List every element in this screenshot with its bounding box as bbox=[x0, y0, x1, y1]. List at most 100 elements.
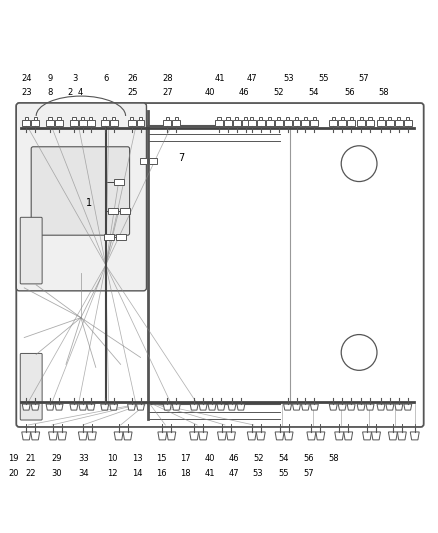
Text: 28: 28 bbox=[162, 74, 173, 83]
Bar bbox=[104, 234, 114, 240]
Polygon shape bbox=[208, 404, 216, 410]
Bar bbox=[277, 117, 280, 120]
Bar bbox=[25, 117, 28, 120]
Polygon shape bbox=[307, 432, 316, 440]
Bar bbox=[46, 120, 54, 126]
Bar bbox=[275, 120, 283, 126]
Text: 47: 47 bbox=[247, 74, 258, 83]
Polygon shape bbox=[226, 432, 235, 440]
Bar bbox=[175, 117, 178, 120]
Text: 1: 1 bbox=[86, 198, 92, 208]
Polygon shape bbox=[87, 432, 96, 440]
Polygon shape bbox=[101, 404, 109, 410]
Polygon shape bbox=[110, 404, 118, 410]
Polygon shape bbox=[55, 404, 63, 410]
Bar bbox=[295, 117, 298, 120]
Bar bbox=[163, 120, 171, 126]
Polygon shape bbox=[256, 432, 265, 440]
Polygon shape bbox=[366, 404, 374, 410]
FancyBboxPatch shape bbox=[16, 103, 146, 291]
Bar bbox=[127, 120, 135, 126]
Text: 23: 23 bbox=[21, 87, 32, 96]
Bar bbox=[404, 120, 412, 126]
Bar bbox=[34, 117, 37, 120]
Polygon shape bbox=[198, 432, 208, 440]
Text: 53: 53 bbox=[283, 74, 294, 83]
Text: 55: 55 bbox=[278, 469, 289, 478]
Bar bbox=[406, 117, 410, 120]
Text: 29: 29 bbox=[52, 454, 62, 463]
Bar bbox=[22, 120, 30, 126]
Polygon shape bbox=[284, 432, 293, 440]
Bar bbox=[368, 117, 371, 120]
Bar bbox=[304, 117, 307, 120]
Polygon shape bbox=[335, 432, 344, 440]
FancyBboxPatch shape bbox=[31, 147, 130, 235]
Polygon shape bbox=[301, 404, 309, 410]
Bar bbox=[242, 120, 250, 126]
FancyBboxPatch shape bbox=[20, 353, 42, 420]
Bar bbox=[224, 120, 232, 126]
Polygon shape bbox=[22, 404, 30, 410]
Text: 6: 6 bbox=[103, 74, 109, 83]
Bar bbox=[103, 117, 106, 120]
Polygon shape bbox=[46, 404, 54, 410]
Text: 20: 20 bbox=[8, 469, 19, 478]
Text: 41: 41 bbox=[215, 74, 225, 83]
Bar bbox=[350, 117, 353, 120]
Bar bbox=[283, 120, 292, 126]
Polygon shape bbox=[344, 432, 353, 440]
Polygon shape bbox=[237, 404, 245, 410]
Polygon shape bbox=[57, 432, 67, 440]
Polygon shape bbox=[347, 404, 355, 410]
Polygon shape bbox=[410, 432, 419, 440]
Bar bbox=[397, 117, 400, 120]
Text: 52: 52 bbox=[253, 454, 263, 463]
Text: 9: 9 bbox=[47, 74, 53, 83]
Polygon shape bbox=[22, 432, 31, 440]
Bar bbox=[332, 117, 335, 120]
Polygon shape bbox=[338, 404, 346, 410]
Text: 4: 4 bbox=[78, 87, 83, 96]
Bar bbox=[379, 117, 382, 120]
Bar bbox=[137, 120, 145, 126]
Polygon shape bbox=[70, 404, 78, 410]
Text: 13: 13 bbox=[132, 454, 142, 463]
Text: 54: 54 bbox=[278, 454, 289, 463]
Bar bbox=[226, 117, 230, 120]
Text: 21: 21 bbox=[26, 454, 36, 463]
Bar bbox=[140, 158, 148, 164]
Text: 2: 2 bbox=[67, 87, 73, 96]
Bar bbox=[293, 120, 300, 126]
Polygon shape bbox=[404, 404, 412, 410]
Bar bbox=[49, 117, 52, 120]
Polygon shape bbox=[389, 432, 397, 440]
Polygon shape bbox=[158, 432, 167, 440]
Bar bbox=[87, 120, 95, 126]
Polygon shape bbox=[377, 404, 385, 410]
Text: 25: 25 bbox=[127, 87, 138, 96]
Polygon shape bbox=[78, 432, 87, 440]
Bar bbox=[166, 117, 169, 120]
Bar bbox=[338, 120, 346, 126]
Text: 47: 47 bbox=[229, 469, 239, 478]
Text: 55: 55 bbox=[318, 74, 328, 83]
Bar bbox=[101, 120, 109, 126]
Bar bbox=[357, 120, 365, 126]
Bar bbox=[360, 117, 363, 120]
Text: 58: 58 bbox=[328, 454, 339, 463]
Bar bbox=[235, 117, 238, 120]
Bar bbox=[108, 208, 118, 214]
Text: 18: 18 bbox=[180, 469, 191, 478]
Polygon shape bbox=[127, 404, 135, 410]
Text: 57: 57 bbox=[304, 469, 314, 478]
Bar bbox=[301, 120, 309, 126]
Polygon shape bbox=[218, 432, 226, 440]
Polygon shape bbox=[163, 404, 171, 410]
Bar bbox=[31, 120, 39, 126]
Bar bbox=[248, 120, 256, 126]
Polygon shape bbox=[371, 432, 381, 440]
Bar bbox=[313, 117, 316, 120]
Text: 41: 41 bbox=[204, 469, 215, 478]
Bar bbox=[72, 117, 75, 120]
